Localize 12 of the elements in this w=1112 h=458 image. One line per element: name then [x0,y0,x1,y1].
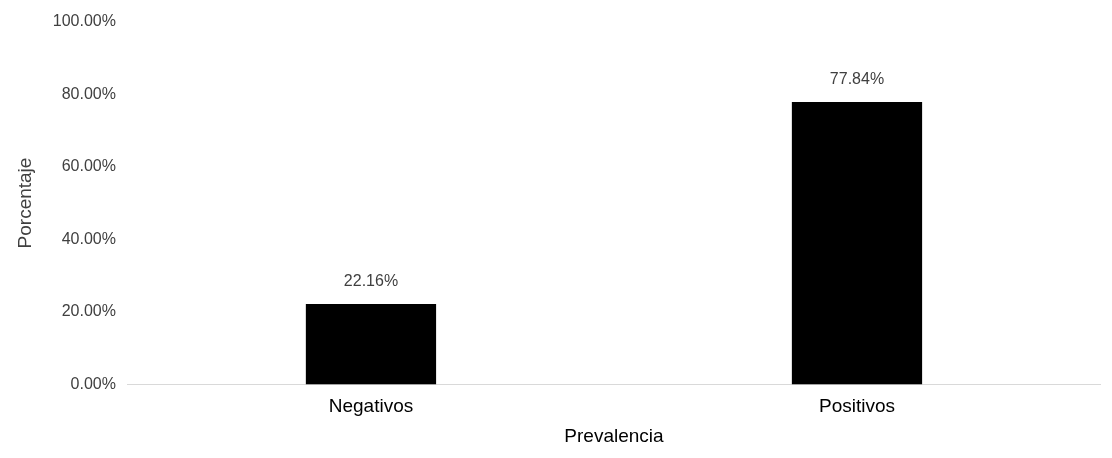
y-tick-label: 20.00% [61,302,116,320]
data-label: 77.84% [829,70,885,88]
y-axis-title: Porcentaje [13,157,35,249]
x-tick-label: Negativos [328,395,414,417]
data-label: 22.16% [343,272,399,290]
y-tick-label: 60.00% [61,157,116,175]
y-tick-label: 100.00% [52,12,116,30]
y-tick-label: 80.00% [61,84,116,102]
x-tick-label: Positivos [818,395,896,417]
y-tick-label: 40.00% [61,229,116,247]
y-tick-label: 0.00% [70,374,116,392]
x-axis-title: Prevalencia [564,424,665,446]
